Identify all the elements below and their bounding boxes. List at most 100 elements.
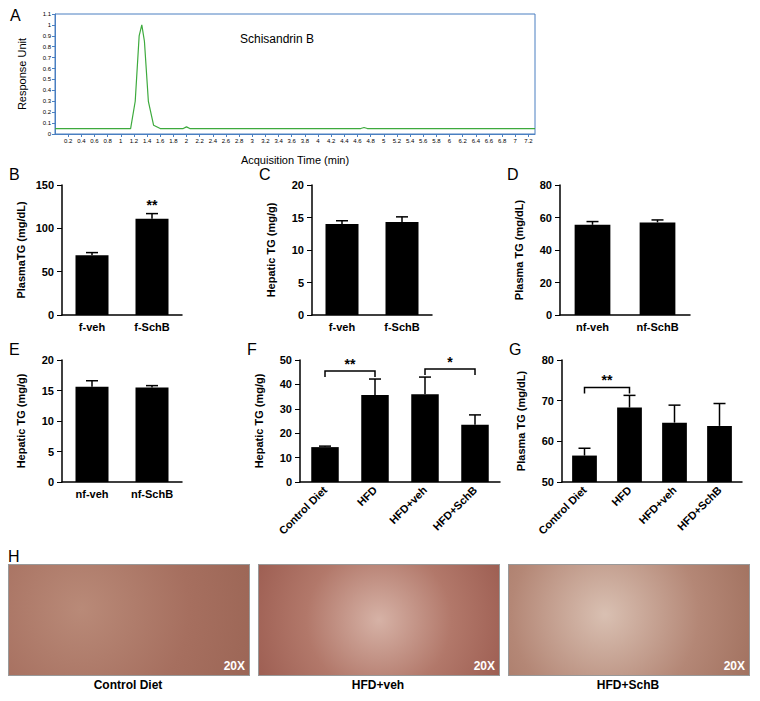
svg-text:Hepatic TG (mg/g): Hepatic TG (mg/g) xyxy=(253,373,265,468)
svg-text:7: 7 xyxy=(514,138,518,144)
svg-text:20: 20 xyxy=(292,179,304,191)
svg-text:0.8: 0.8 xyxy=(43,44,52,50)
svg-text:50: 50 xyxy=(42,266,54,278)
svg-text:3.4: 3.4 xyxy=(274,138,283,144)
svg-text:3.6: 3.6 xyxy=(288,138,297,144)
svg-text:Response Unit: Response Unit xyxy=(16,38,28,110)
svg-text:0.4: 0.4 xyxy=(77,138,86,144)
svg-text:4: 4 xyxy=(316,138,320,144)
svg-text:1.4: 1.4 xyxy=(143,138,152,144)
svg-text:HFD+SchB: HFD+SchB xyxy=(675,484,724,533)
svg-text:1.8: 1.8 xyxy=(169,138,178,144)
svg-text:HFD+SchB: HFD+SchB xyxy=(430,484,479,533)
svg-text:10: 10 xyxy=(292,244,304,256)
svg-text:Schisandrin B: Schisandrin B xyxy=(240,32,314,46)
svg-text:10: 10 xyxy=(280,452,292,464)
svg-text:70: 70 xyxy=(542,395,554,407)
svg-text:4.6: 4.6 xyxy=(353,138,362,144)
svg-text:Hepatic TG (mg/g): Hepatic TG (mg/g) xyxy=(265,202,277,297)
svg-text:0: 0 xyxy=(48,476,54,488)
svg-text:40: 40 xyxy=(280,378,292,390)
svg-text:2.4: 2.4 xyxy=(209,138,218,144)
svg-text:Plasma TG (mg/dL): Plasma TG (mg/dL) xyxy=(515,371,527,472)
svg-text:0: 0 xyxy=(546,309,552,321)
svg-text:0.4: 0.4 xyxy=(43,87,52,93)
svg-text:3: 3 xyxy=(251,138,255,144)
svg-text:0.7: 0.7 xyxy=(43,55,52,61)
svg-text:1.1: 1.1 xyxy=(43,11,52,17)
svg-text:nf-veh: nf-veh xyxy=(576,321,609,333)
svg-text:6.4: 6.4 xyxy=(472,138,481,144)
svg-text:G: G xyxy=(509,341,521,358)
svg-text:0.2: 0.2 xyxy=(64,138,73,144)
svg-text:D: D xyxy=(507,166,519,183)
svg-text:3.2: 3.2 xyxy=(261,138,270,144)
svg-text:0.5: 0.5 xyxy=(43,76,52,82)
svg-text:4.2: 4.2 xyxy=(327,138,336,144)
svg-text:6.6: 6.6 xyxy=(485,138,494,144)
svg-text:1.6: 1.6 xyxy=(156,138,165,144)
svg-text:7.2: 7.2 xyxy=(524,138,533,144)
svg-text:20: 20 xyxy=(42,354,54,366)
svg-text:5.6: 5.6 xyxy=(419,138,428,144)
svg-text:5.8: 5.8 xyxy=(432,138,441,144)
svg-text:F: F xyxy=(247,341,257,358)
svg-text:5: 5 xyxy=(298,277,304,289)
svg-text:0.2: 0.2 xyxy=(43,109,52,115)
svg-text:15: 15 xyxy=(42,385,54,397)
svg-text:50: 50 xyxy=(542,476,554,488)
svg-text:6: 6 xyxy=(448,138,452,144)
svg-text:**: ** xyxy=(345,356,356,372)
svg-text:0.6: 0.6 xyxy=(43,66,52,72)
svg-text:5: 5 xyxy=(48,446,54,458)
svg-text:A: A xyxy=(10,7,21,24)
svg-text:HFD: HFD xyxy=(355,484,379,508)
svg-text:4.4: 4.4 xyxy=(340,138,349,144)
svg-text:0.8: 0.8 xyxy=(103,138,112,144)
svg-text:PlasmaTG (mg/dL): PlasmaTG (mg/dL) xyxy=(15,201,27,299)
svg-text:0.9: 0.9 xyxy=(43,33,52,39)
svg-text:C: C xyxy=(259,166,271,183)
svg-text:5.2: 5.2 xyxy=(393,138,402,144)
svg-text:15: 15 xyxy=(292,212,304,224)
svg-text:2.6: 2.6 xyxy=(222,138,231,144)
svg-text:0: 0 xyxy=(48,309,54,321)
svg-text:*: * xyxy=(447,354,453,370)
svg-text:1: 1 xyxy=(48,22,52,28)
svg-text:0: 0 xyxy=(286,476,292,488)
svg-text:f-SchB: f-SchB xyxy=(384,321,420,333)
svg-text:60: 60 xyxy=(542,435,554,447)
svg-text:B: B xyxy=(9,166,20,183)
svg-text:Control Diet: Control Diet xyxy=(276,484,329,537)
svg-text:2.2: 2.2 xyxy=(195,138,204,144)
svg-text:HFD: HFD xyxy=(609,484,633,508)
svg-text:20: 20 xyxy=(280,427,292,439)
svg-text:Hepatic TG (mg/g): Hepatic TG (mg/g) xyxy=(15,373,27,468)
svg-text:6.8: 6.8 xyxy=(498,138,507,144)
svg-text:nf-SchB: nf-SchB xyxy=(131,488,173,500)
svg-text:60: 60 xyxy=(540,212,552,224)
svg-text:0: 0 xyxy=(48,131,52,137)
svg-text:nf-veh: nf-veh xyxy=(76,488,109,500)
svg-text:0: 0 xyxy=(298,309,304,321)
svg-text:Plasma TG (mg/dL): Plasma TG (mg/dL) xyxy=(513,200,525,301)
svg-text:1.2: 1.2 xyxy=(130,138,139,144)
svg-text:5.4: 5.4 xyxy=(406,138,415,144)
svg-text:3.8: 3.8 xyxy=(301,138,310,144)
svg-text:0.6: 0.6 xyxy=(90,138,99,144)
svg-text:nf-SchB: nf-SchB xyxy=(636,321,678,333)
svg-text:HFD+veh: HFD+veh xyxy=(636,484,679,527)
svg-text:E: E xyxy=(9,341,20,358)
svg-text:40: 40 xyxy=(540,244,552,256)
svg-text:0.1: 0.1 xyxy=(43,120,52,126)
svg-text:f-veh: f-veh xyxy=(329,321,356,333)
svg-text:0.3: 0.3 xyxy=(43,98,52,104)
svg-text:20: 20 xyxy=(540,277,552,289)
svg-text:2: 2 xyxy=(185,138,189,144)
svg-text:2.8: 2.8 xyxy=(235,138,244,144)
svg-text:100: 100 xyxy=(36,222,54,234)
svg-text:5: 5 xyxy=(382,138,386,144)
svg-text:Acquisition Time (min): Acquisition Time (min) xyxy=(241,154,349,166)
svg-text:f-veh: f-veh xyxy=(79,321,106,333)
svg-text:HFD+veh: HFD+veh xyxy=(387,484,430,527)
